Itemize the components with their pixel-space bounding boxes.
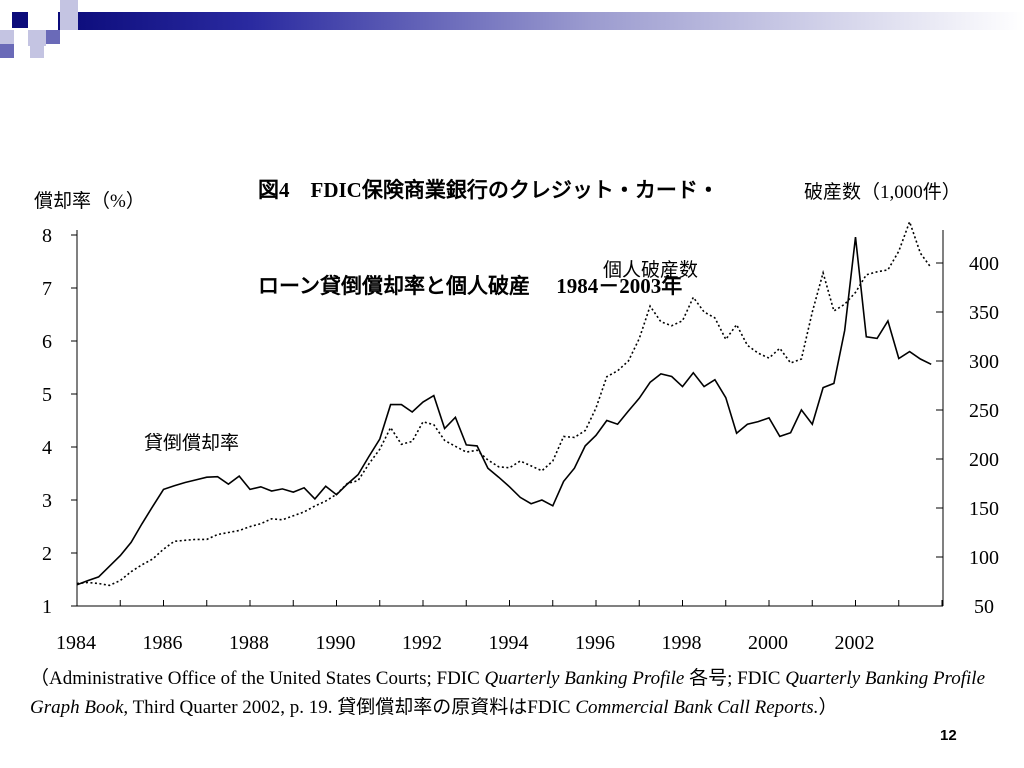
deco-square xyxy=(30,44,44,58)
x-tick-label: 1996 xyxy=(575,632,615,654)
source-note: （Administrative Office of the United Sta… xyxy=(30,664,1000,722)
x-tick-label: 1994 xyxy=(489,632,529,654)
right-y-tick-label: 200 xyxy=(969,449,999,471)
right-y-tick-label: 300 xyxy=(969,351,999,373)
right-y-tick-label: 150 xyxy=(969,498,999,520)
source-text: ） xyxy=(818,697,838,718)
x-tick-label: 1992 xyxy=(402,632,442,654)
left-y-tick-label: 1 xyxy=(42,596,52,618)
deco-square xyxy=(12,12,28,28)
chart-labels: 個人破産数 貸倒償却率 xyxy=(144,259,698,454)
series-line-chargeoff xyxy=(76,237,932,586)
series-label-bankruptcies: 個人破産数 xyxy=(603,259,698,281)
right-y-tick-label: 50 xyxy=(974,596,994,618)
page-number: 12 xyxy=(940,727,957,744)
chart-series xyxy=(76,219,932,587)
source-publication: Quarterly Banking Profile Graph Book xyxy=(30,668,986,718)
right-axis-caption: 破産数（1,000件） xyxy=(804,182,961,203)
left-y-tick-label: 3 xyxy=(42,490,52,512)
chart-title-line-1: 図4 FDIC保険商業銀行のクレジット・カード・ xyxy=(258,178,719,202)
right-y-tick-label: 100 xyxy=(969,547,999,569)
series-line-bankruptcies xyxy=(76,219,932,587)
x-tick-label: 1990 xyxy=(316,632,356,654)
x-tick-label: 1988 xyxy=(229,632,269,654)
source-text: （Administrative Office of the United Sta… xyxy=(30,668,485,689)
left-axis-caption: 償却率（%） xyxy=(34,191,145,212)
x-tick-label: 2002 xyxy=(835,632,875,654)
header-gradient-bar xyxy=(58,12,1024,30)
chart-axes: 1 2 3 4 5 6 7 8 50 100 150 200 250 300 350 400 1984 1986 1… xyxy=(42,225,999,654)
deco-square xyxy=(0,44,14,58)
chart-title: 図4 FDIC保険商業銀行のクレジット・カード・ ローン貸倒償却率と個人破産 1… xyxy=(258,110,818,334)
x-tick-label: 1998 xyxy=(662,632,702,654)
left-y-tick-label: 7 xyxy=(42,278,52,300)
source-text: , Third Quarter 2002, p. 19. 貸倒償却率の原資料はF… xyxy=(123,697,576,718)
deco-square xyxy=(28,30,46,46)
left-y-tick-label: 2 xyxy=(42,543,52,565)
right-y-tick-label: 350 xyxy=(969,302,999,324)
series-label-chargeoff: 貸倒償却率 xyxy=(144,432,239,454)
source-publication: Commercial Bank Call Reports. xyxy=(575,697,819,718)
x-tick-label: 1986 xyxy=(143,632,183,654)
left-y-tick-label: 8 xyxy=(42,225,52,247)
left-y-tick-label: 6 xyxy=(42,331,52,353)
x-tick-label: 1984 xyxy=(56,632,96,654)
deco-square xyxy=(0,30,14,44)
right-y-tick-label: 250 xyxy=(969,400,999,422)
deco-square xyxy=(30,0,58,30)
x-tick-label: 2000 xyxy=(748,632,788,654)
left-y-tick-label: 4 xyxy=(42,437,52,459)
slide-header-decoration xyxy=(0,0,1024,60)
chart-title-line-2: ローン貸倒償却率と個人破産 1984－2003年 xyxy=(258,274,683,298)
deco-square xyxy=(60,0,78,30)
left-y-tick-label: 5 xyxy=(42,384,52,406)
source-text: 各号; FDIC xyxy=(684,668,786,689)
right-y-tick-label: 400 xyxy=(969,253,999,275)
source-publication: Quarterly Banking Profile xyxy=(484,668,685,689)
deco-square xyxy=(46,30,60,44)
